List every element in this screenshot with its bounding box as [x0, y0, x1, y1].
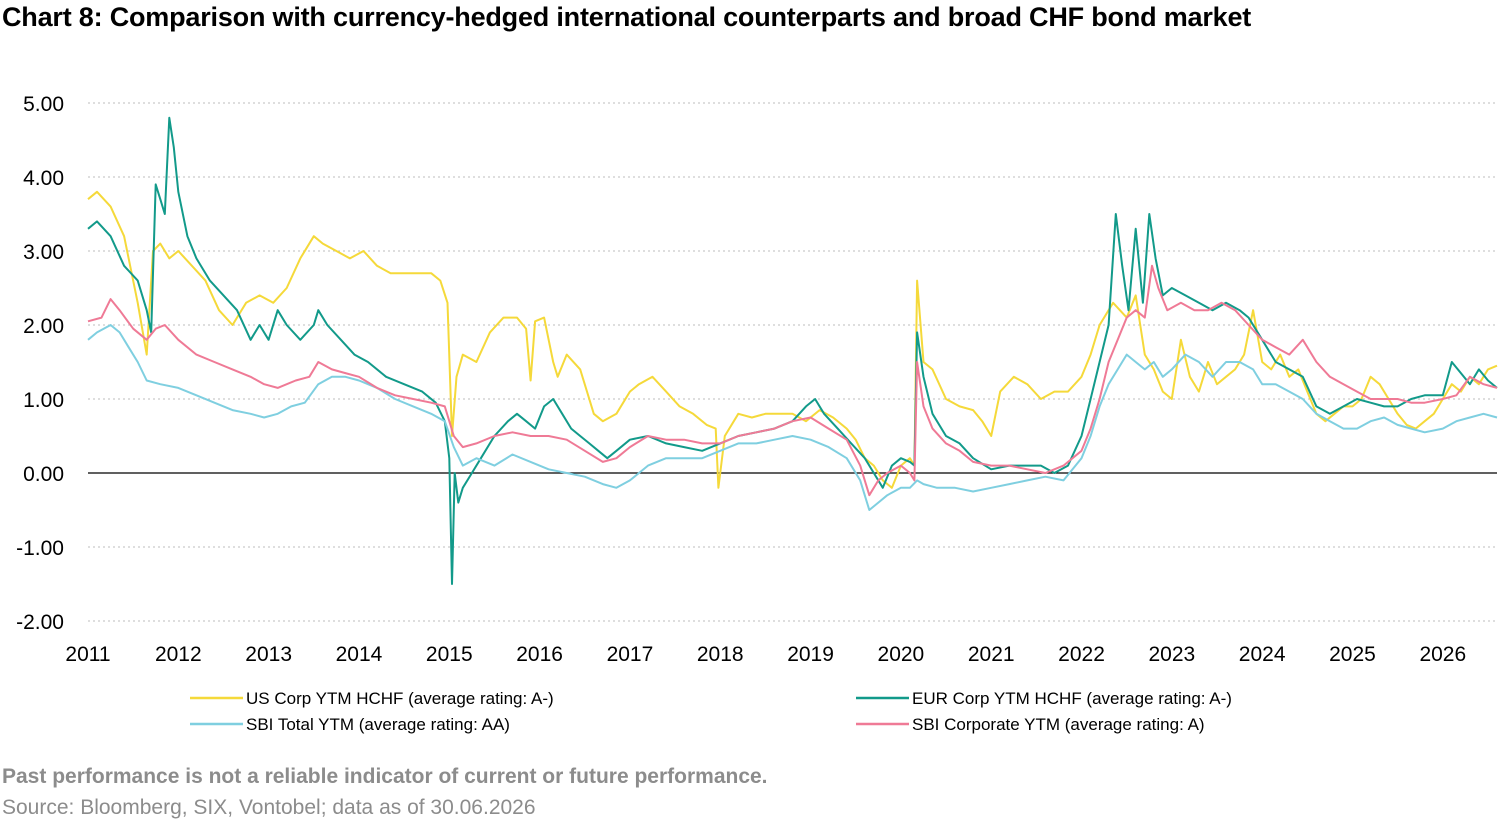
y-tick-label: 5.00 — [23, 93, 64, 116]
series-line-0 — [87, 190, 1498, 489]
x-tick-label: 2024 — [1239, 643, 1286, 666]
y-tick-label: 0.00 — [23, 463, 64, 486]
x-tick-label: 2014 — [336, 643, 383, 666]
y-tick-label: 3.00 — [23, 241, 64, 264]
y-tick-label: 2.00 — [23, 315, 64, 338]
x-tick-label: 2011 — [65, 643, 110, 666]
x-tick-label: 2021 — [968, 643, 1015, 666]
x-tick-label: 2025 — [1329, 643, 1376, 666]
x-tick-label: 2018 — [697, 643, 744, 666]
series-line-1 — [87, 116, 1498, 585]
x-tick-label: 2019 — [787, 643, 834, 666]
series-line-3 — [87, 264, 1498, 497]
legend-label-0: US Corp YTM HCHF (average rating: A-) — [246, 689, 554, 708]
x-tick-label: 2015 — [426, 643, 473, 666]
x-tick-label: 2022 — [1058, 643, 1105, 666]
x-tick-label: 2026 — [1419, 643, 1466, 666]
series-lines — [87, 116, 1498, 585]
y-tick-label: -2.00 — [16, 611, 64, 634]
chart-title: Chart 8: Comparison with currency-hedged… — [2, 2, 1252, 32]
source-text: Source: Bloomberg, SIX, Vontobel; data a… — [2, 796, 536, 819]
legend-label-1: EUR Corp YTM HCHF (average rating: A-) — [912, 689, 1232, 708]
disclaimer-text: Past performance is not a reliable indic… — [2, 765, 768, 788]
x-tick-label: 2016 — [516, 643, 563, 666]
x-tick-label: 2020 — [878, 643, 925, 666]
legend: US Corp YTM HCHF (average rating: A-) EUR… — [190, 689, 1232, 734]
chart-svg: -2.00-1.000.001.002.003.004.005.00 2011 2… — [16, 93, 1498, 734]
y-tick-label: -1.00 — [16, 537, 64, 560]
x-axis-ticks: 2011 2012 2013 2014 2015 2016 2017 2018 2019 2020… — [65, 643, 1466, 666]
y-tick-label: 1.00 — [23, 389, 64, 412]
x-tick-label: 2012 — [155, 643, 202, 666]
y-axis-ticks: -2.00 -1.00 0.00 1.00 2.00 3.00 4.00 5.00 — [16, 93, 64, 634]
legend-label-2: SBI Total YTM (average rating: AA) — [246, 715, 510, 734]
y-tick-label: 4.00 — [23, 167, 64, 190]
x-tick-label: 2017 — [607, 643, 654, 666]
legend-label-3: SBI Corporate YTM (average rating: A) — [912, 715, 1205, 734]
x-tick-label: 2013 — [245, 643, 292, 666]
grid-lines — [88, 102, 1497, 622]
series-line-2 — [87, 324, 1498, 511]
x-tick-label: 2023 — [1148, 643, 1195, 666]
